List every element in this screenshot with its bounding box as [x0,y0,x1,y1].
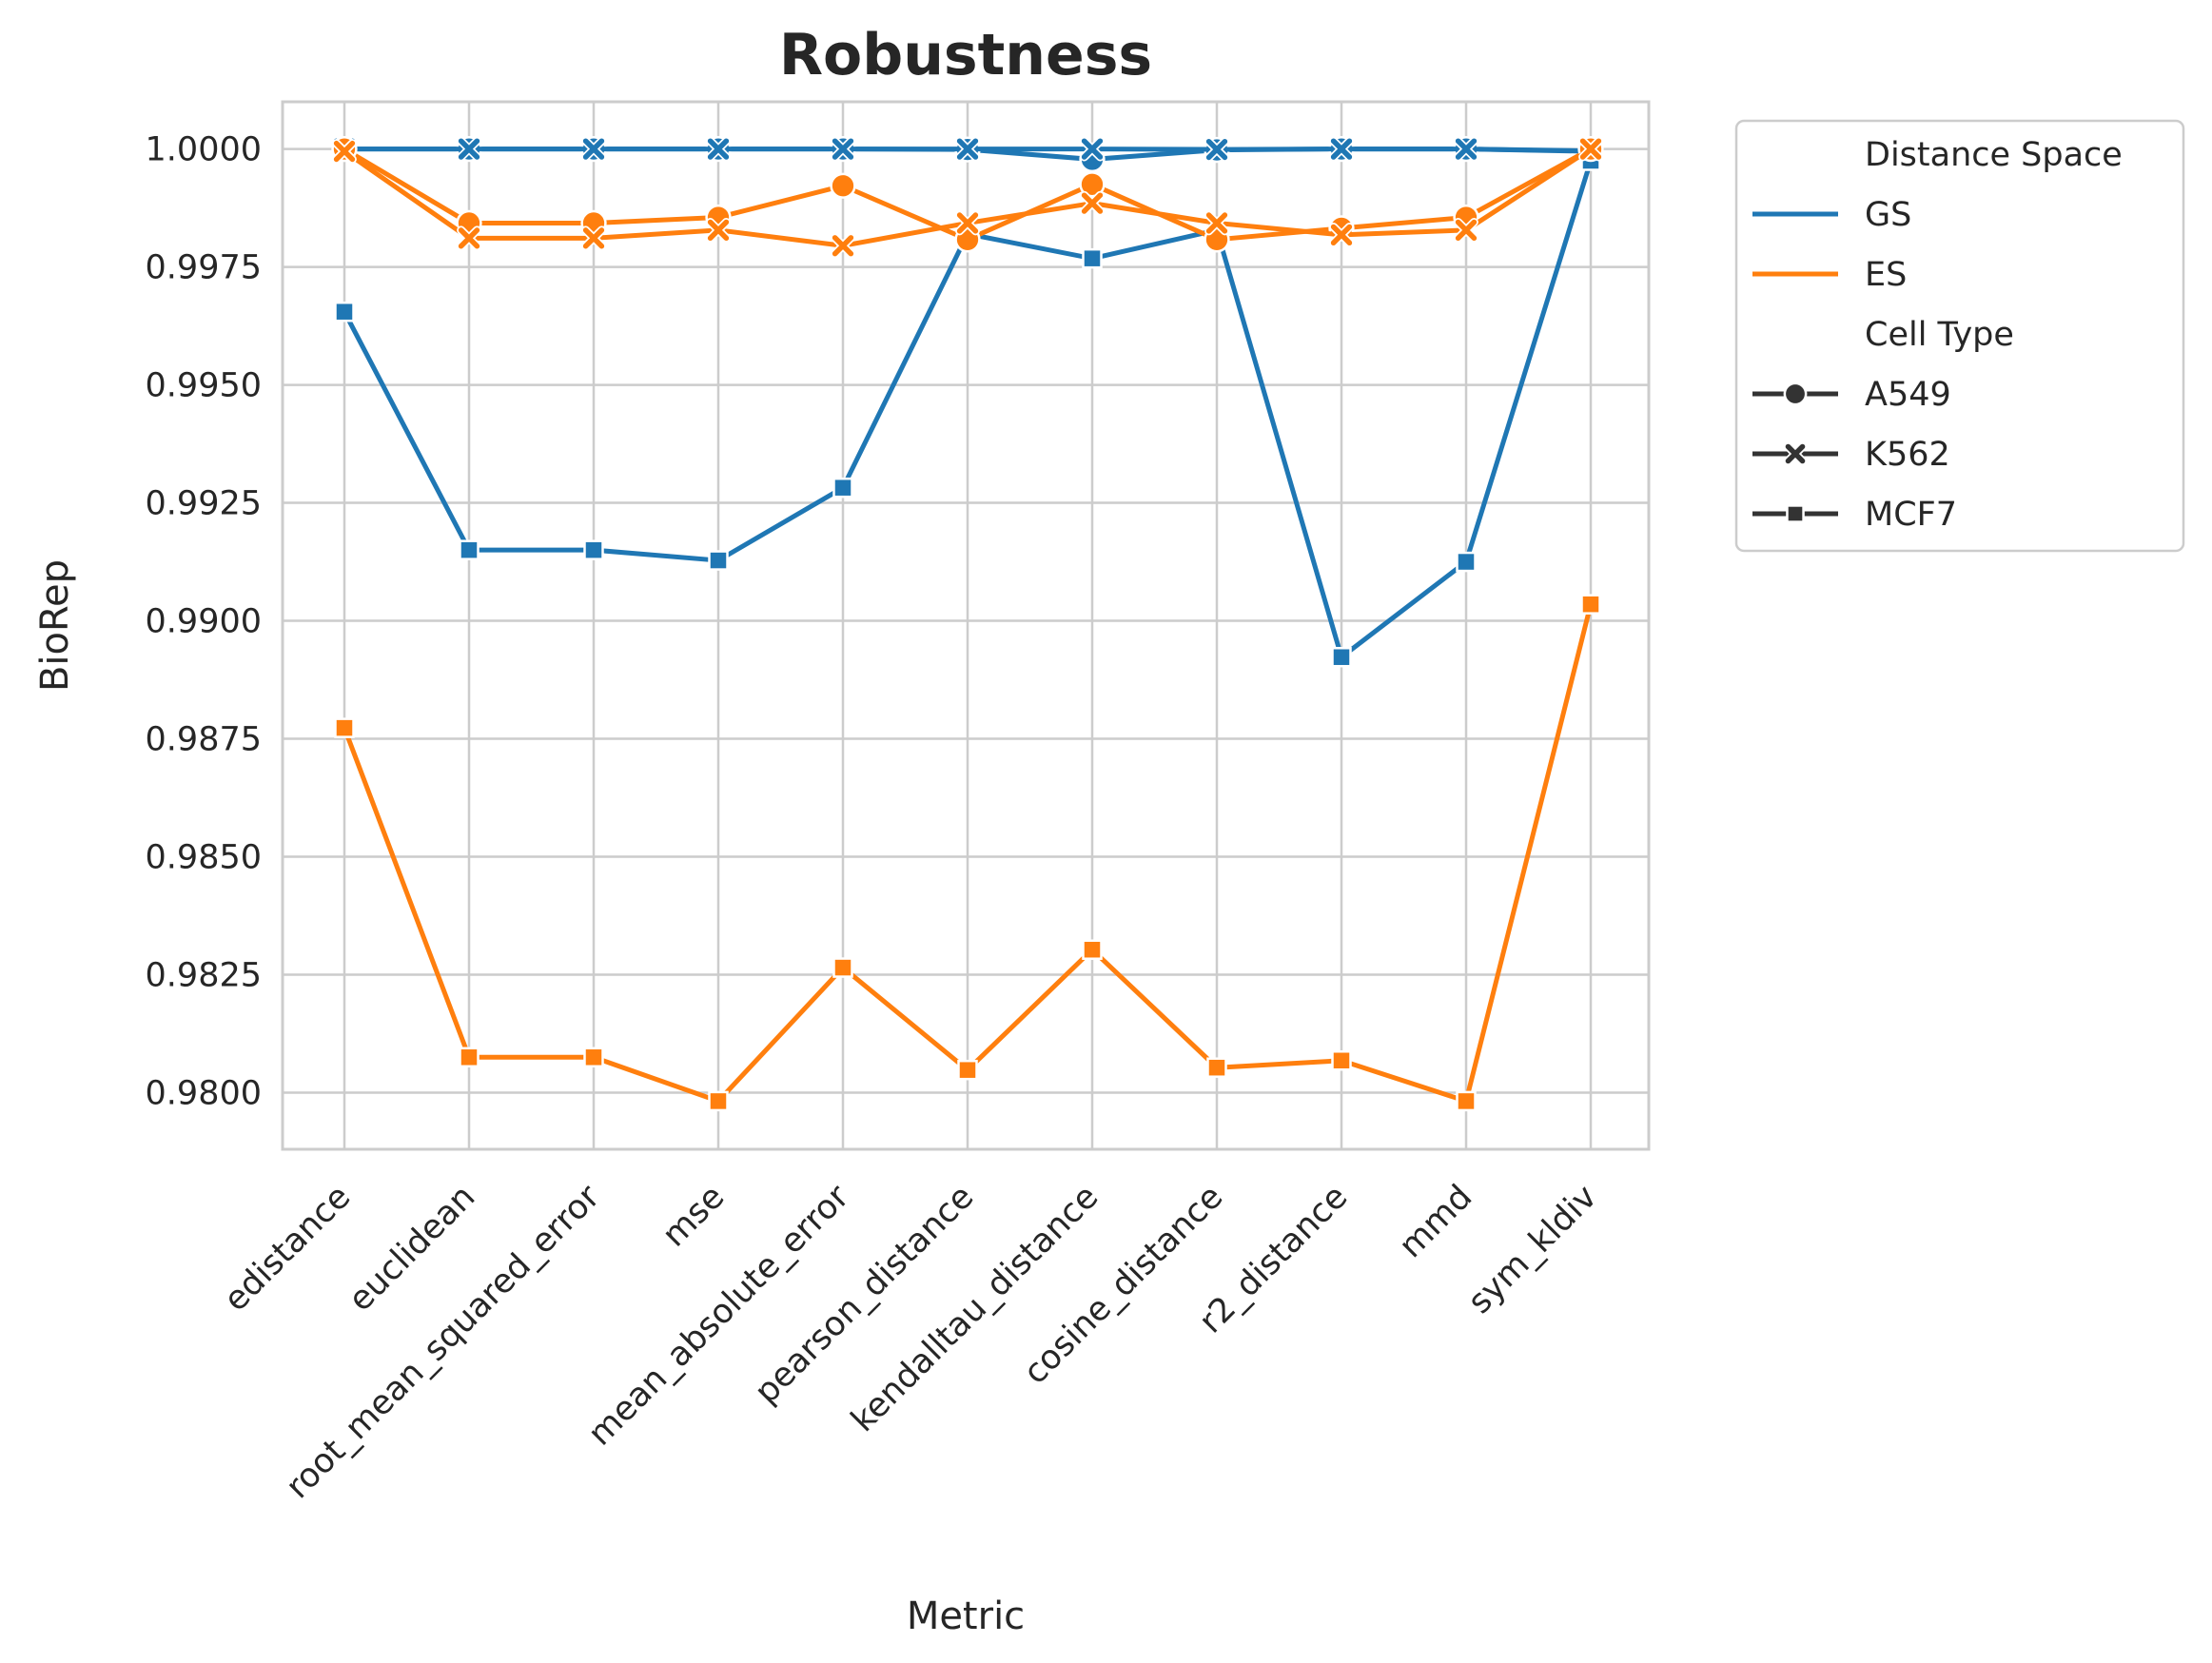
legend-marker [1783,382,1808,406]
data-point [708,1090,729,1112]
data-point [1578,136,1603,162]
legend-box [1734,119,2185,553]
data-point [957,1059,978,1081]
data-point [706,136,731,162]
data-point [457,136,481,162]
data-point [581,136,606,162]
data-point [708,550,729,571]
data-point [831,136,855,162]
series-layer [331,135,1604,1112]
data-point [1331,1050,1352,1071]
data-point [1204,137,1229,162]
y-tick-label: 0.9975 [146,249,262,287]
legend: Distance Space GS ES Cell Type A549 K562 MCF7 [1734,119,2185,553]
y-tick-label: 0.9900 [146,603,262,641]
series-es-mcf7 [334,594,1601,1112]
y-tick-label: 0.9925 [146,485,262,523]
data-point [334,301,355,323]
y-tick-label: 0.9950 [146,367,262,405]
data-point [332,139,357,164]
legend-marker [1783,441,1808,466]
y-tick-label: 0.9800 [146,1074,262,1112]
y-ticks: 0.9800 0.9825 0.9850 0.9875 0.9900 0.9925 0.99… [146,131,262,1113]
data-point [706,217,731,243]
data-point [955,210,980,236]
y-tick-label: 0.9850 [146,839,262,877]
plot-frame [281,100,1651,1151]
data-point [1204,210,1229,236]
data-point [1456,1090,1477,1112]
y-axis-label: BioRep [33,559,77,692]
data-point [1580,594,1601,615]
data-point [1329,222,1354,247]
series-es-k562 [332,136,1603,259]
legend-label: Cell Type [1865,316,2014,354]
legend-label: Distance Space [1865,136,2123,174]
data-point [1454,136,1478,162]
legend-label: GS [1865,196,1911,234]
legend-label: ES [1865,256,1907,294]
data-point [1079,171,1106,198]
data-point [1454,217,1478,243]
legend-label: K562 [1865,436,1950,474]
x-axis-label: Metric [907,1595,1025,1638]
data-point [1206,1057,1227,1078]
data-point [1080,136,1105,162]
legend-label: A549 [1865,376,1951,414]
data-point [1082,939,1103,960]
y-tick-label: 0.9875 [146,721,262,759]
data-point [1082,247,1103,269]
data-point [581,225,606,251]
data-point [1080,190,1105,216]
data-point [830,172,856,199]
data-point [334,717,355,738]
data-point [832,477,853,499]
data-point [583,1047,604,1068]
data-point [583,539,604,560]
data-point [832,957,853,978]
data-point [459,539,480,560]
data-point [1456,551,1477,573]
data-point [955,136,980,162]
data-point [457,225,481,251]
data-point [831,233,855,259]
legend-label: MCF7 [1865,496,1957,534]
legend-marker [1786,504,1805,523]
data-point [1329,136,1354,162]
data-point [1331,646,1352,668]
y-tick-label: 0.9825 [146,957,262,995]
y-tick-label: 1.0000 [146,131,262,169]
chart-title: Robustness [779,22,1152,88]
data-point [459,1047,480,1068]
